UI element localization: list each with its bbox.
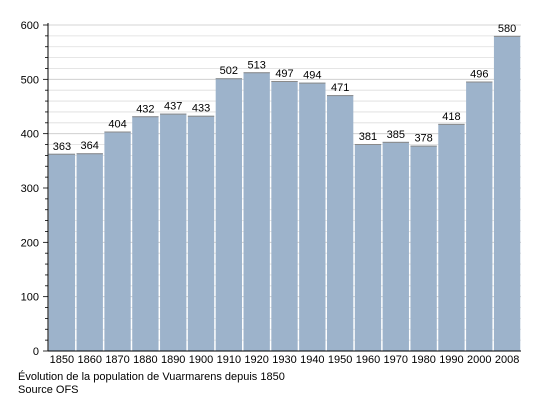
data-label-1890: 437	[164, 101, 182, 113]
bar-1890	[160, 113, 187, 352]
bar-2000	[466, 81, 493, 352]
data-label-1980: 378	[414, 133, 432, 145]
y-tick-label-400: 400	[21, 129, 39, 141]
bar-1880	[132, 116, 159, 351]
bar-1860	[76, 153, 103, 351]
chart-source: Source OFS	[18, 384, 79, 396]
axes	[43, 23, 521, 352]
bars	[48, 35, 521, 352]
y-tick-label-600: 600	[21, 20, 39, 32]
data-label-1880: 432	[136, 103, 154, 115]
x-tick-label-1990: 1990	[439, 354, 463, 366]
y-tick-label-200: 200	[21, 237, 39, 249]
x-tick-label-1910: 1910	[217, 354, 241, 366]
x-tick-label-2008: 2008	[495, 354, 519, 366]
bar-1990	[438, 123, 465, 352]
data-label-1940: 494	[303, 70, 321, 82]
data-label-1970: 385	[387, 129, 405, 141]
bar-1920	[243, 72, 270, 352]
x-tick-labels: 1850 1860 1870 1880 1890 1900 1910 1920 1930 1940…	[50, 354, 520, 366]
x-tick-label-1930: 1930	[272, 354, 296, 366]
y-tick-label-300: 300	[21, 183, 39, 195]
bar-1850	[48, 153, 76, 351]
bar-1930	[271, 80, 298, 352]
y-tick-label-100: 100	[21, 292, 39, 304]
bar-2008	[493, 35, 521, 351]
x-tick-label-1860: 1860	[77, 354, 101, 366]
x-tick-label-1980: 1980	[411, 354, 435, 366]
bar-1900	[187, 115, 215, 351]
y-tick-label-0: 0	[33, 346, 39, 358]
x-tick-label-1950: 1950	[328, 354, 352, 366]
x-tick-label-1850: 1850	[50, 354, 74, 366]
data-label-1860: 364	[81, 140, 99, 152]
data-labels: 363 364 404 432 437 433 502 513 497 494 471 381 385 3…	[53, 23, 517, 153]
bar-1910	[215, 78, 243, 351]
data-label-1850: 363	[53, 141, 71, 153]
x-tick-label-1940: 1940	[300, 354, 324, 366]
bar-1980	[410, 145, 437, 351]
bar-1870	[104, 131, 131, 351]
data-label-2000: 496	[470, 69, 488, 81]
data-label-1920: 513	[247, 59, 265, 71]
bar-1950	[326, 95, 354, 351]
x-tick-label-1960: 1960	[356, 354, 380, 366]
data-label-1990: 418	[442, 111, 460, 123]
x-tick-label-2000: 2000	[467, 354, 491, 366]
x-tick-label-1970: 1970	[384, 354, 408, 366]
chart-caption: Évolution de la population de Vuarmarens…	[18, 371, 285, 383]
x-tick-label-1900: 1900	[189, 354, 213, 366]
data-label-1960: 381	[359, 131, 377, 143]
bar-1940	[299, 82, 326, 352]
data-label-1870: 404	[108, 118, 126, 130]
bar-1970	[382, 141, 409, 351]
x-tick-label-1870: 1870	[105, 354, 129, 366]
data-label-1900: 433	[192, 103, 210, 115]
data-label-1930: 497	[275, 68, 293, 80]
bar-1960	[354, 143, 382, 351]
data-label-1910: 502	[220, 65, 238, 77]
data-label-1950: 471	[331, 82, 349, 94]
x-tick-label-1890: 1890	[161, 354, 185, 366]
y-tick-label-500: 500	[21, 74, 39, 86]
x-tick-label-1880: 1880	[133, 354, 157, 366]
x-tick-label-1920: 1920	[244, 354, 268, 366]
data-label-2008: 580	[498, 23, 516, 35]
y-tick-labels: 0 100 200 300 400 500 600	[21, 20, 39, 358]
